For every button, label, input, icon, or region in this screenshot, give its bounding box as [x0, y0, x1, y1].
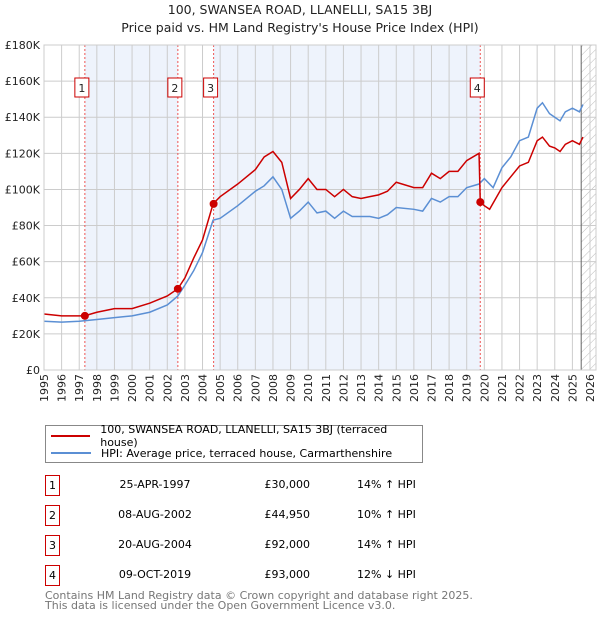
x-tick-label: 2004 [197, 374, 210, 402]
x-tick-label: 2017 [425, 374, 438, 402]
transaction-row: 4 09-OCT-2019 £93,000 12% ↓ HPI [45, 565, 465, 587]
x-tick-label: 2008 [267, 374, 280, 402]
transaction-row: 1 25-APR-1997 £30,000 14% ↑ HPI [45, 475, 465, 497]
x-tick-label: 2000 [126, 374, 139, 402]
y-tick-label: £160K [5, 75, 41, 88]
transaction-row: 2 08-AUG-2002 £44,950 10% ↑ HPI [45, 505, 465, 527]
x-tick-label: 2019 [461, 374, 474, 402]
sale-label: 1 [78, 82, 85, 95]
x-tick-label: 2023 [531, 374, 544, 402]
x-tick-label: 1999 [108, 374, 121, 402]
transaction-price: £30,000 [264, 478, 311, 491]
sale-label-box [203, 77, 219, 98]
y-tick-label: £140K [5, 111, 41, 124]
series-line [43, 136, 584, 317]
x-tick-label: 2007 [249, 374, 262, 402]
x-tick-label: 2018 [443, 374, 456, 402]
sale-label-box [74, 77, 90, 98]
transaction-date: 25-APR-1997 [119, 478, 191, 491]
y-tick-label: £180K [5, 39, 41, 52]
x-tick-label: 2010 [302, 374, 315, 402]
sale-label: 4 [474, 82, 481, 95]
x-tick-label: 2021 [496, 374, 509, 402]
legend-label: 100, SWANSEA ROAD, LLANELLI, SA15 3BJ (t… [100, 423, 388, 449]
x-tick-label: 1998 [91, 374, 104, 402]
x-tick-label: 2015 [390, 374, 403, 402]
shaded-period [84, 45, 178, 370]
transaction-price: £92,000 [264, 538, 311, 551]
sale-point [476, 198, 485, 207]
legend-item-hpi: HPI: Average price, terraced house, Carm… [51, 445, 392, 461]
shaded-period [213, 45, 481, 370]
transaction-hpi: 10% ↑ HPI [357, 508, 416, 521]
y-tick-label: £120K [5, 147, 41, 160]
y-tick-label: £40K [12, 292, 41, 305]
transaction-hpi: 14% ↑ HPI [357, 478, 416, 491]
x-tick-label: 1997 [73, 374, 86, 402]
sale-point [173, 284, 182, 293]
x-tick-label: 2012 [337, 374, 350, 402]
transaction-price: £44,950 [264, 508, 311, 521]
sale-point [80, 311, 89, 320]
sale-label: 3 [207, 82, 214, 95]
x-tick-label: 2001 [144, 374, 157, 402]
legend-line [51, 435, 91, 437]
x-tick-label: 2003 [179, 374, 192, 402]
x-tick-label: 2025 [566, 374, 579, 402]
transaction-number: 4 [45, 565, 60, 586]
transaction-date: 20-AUG-2004 [118, 538, 192, 551]
x-tick-label: 2002 [161, 374, 174, 402]
legend-item-property: 100, SWANSEA ROAD, LLANELLI, SA15 3BJ (t… [51, 423, 422, 449]
x-tick-label: 1996 [56, 374, 69, 402]
x-tick-label: 1995 [38, 374, 51, 402]
y-tick-label: £0 [26, 364, 40, 377]
legend: 100, SWANSEA ROAD, LLANELLI, SA15 3BJ (t… [45, 423, 423, 463]
x-tick-label: 2016 [408, 374, 421, 402]
transaction-number: 1 [45, 475, 60, 496]
transaction-number: 2 [45, 505, 60, 526]
transaction-hpi: 12% ↓ HPI [357, 568, 416, 581]
legend-line [51, 452, 91, 454]
legend-label: HPI: Average price, terraced house, Carm… [101, 446, 393, 460]
x-tick-label: 2011 [320, 374, 333, 402]
sale-point [209, 199, 218, 208]
forecast-hatch [581, 45, 596, 370]
sale-label-box [167, 77, 183, 98]
x-tick-label: 2005 [214, 374, 227, 402]
plot-border [43, 44, 597, 371]
chart-subtitle: Price paid vs. HM Land Registry's House … [121, 20, 479, 35]
y-tick-label: £80K [12, 220, 41, 233]
transaction-hpi: 14% ↑ HPI [357, 538, 416, 551]
transaction-date: 08-AUG-2002 [118, 508, 192, 521]
chart-title: 100, SWANSEA ROAD, LLANELLI, SA15 3BJ [167, 2, 433, 17]
x-tick-label: 2024 [549, 374, 562, 402]
x-tick-label: 2006 [232, 374, 245, 402]
y-tick-label: £20K [12, 328, 41, 341]
x-tick-label: 2013 [355, 374, 368, 402]
y-tick-label: £60K [12, 256, 41, 269]
x-tick-label: 2020 [478, 374, 491, 402]
transaction-row: 3 20-AUG-2004 £92,000 14% ↑ HPI [45, 535, 465, 557]
sale-label: 2 [171, 82, 178, 95]
x-tick-label: 2014 [373, 374, 386, 402]
price-chart: 1995 1996 1997 1998 1999 2000 2001 2002 2003 2004… [5, 39, 597, 402]
x-tick-label: 2009 [285, 374, 298, 402]
sale-label-box [469, 77, 485, 98]
x-tick-label: 2022 [514, 374, 527, 402]
footer-line: This data is licensed under the Open Gov… [45, 599, 396, 612]
transaction-number: 3 [45, 535, 60, 556]
transaction-date: 09-OCT-2019 [118, 568, 192, 581]
transaction-price: £93,000 [264, 568, 311, 581]
series-line [43, 101, 584, 323]
y-tick-label: £100K [5, 183, 41, 196]
x-tick-label: 2026 [584, 374, 597, 402]
footer-line: Contains HM Land Registry data © Crown c… [45, 589, 473, 602]
